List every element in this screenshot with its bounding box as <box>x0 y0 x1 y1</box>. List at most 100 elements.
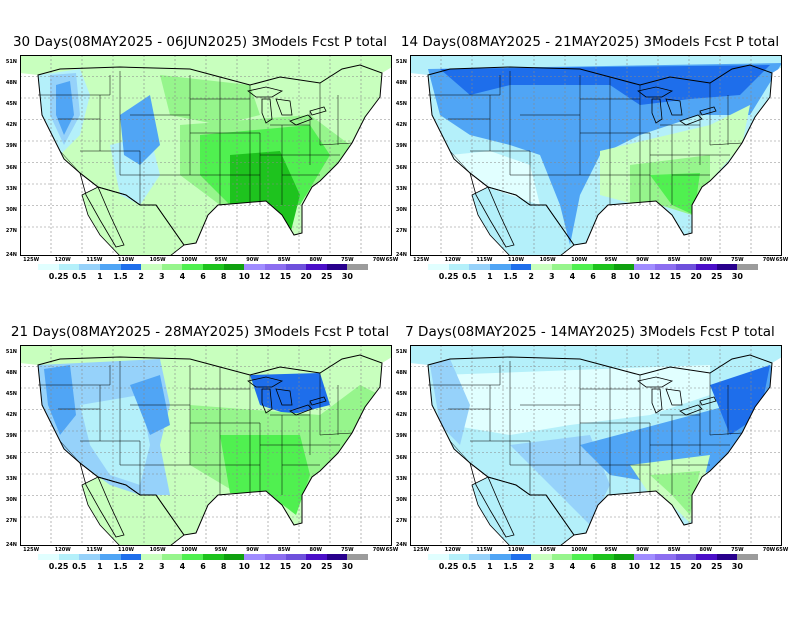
colorbar-label: 12 <box>649 272 661 281</box>
colorbar-label: 4 <box>569 562 576 571</box>
precip-map <box>20 345 392 546</box>
colorbar-label: 10 <box>628 562 640 571</box>
latitude-label: 39N <box>395 433 407 440</box>
colorbar-label: 25 <box>711 272 723 281</box>
colorbar-swatch <box>264 554 286 560</box>
precip-contour <box>44 365 76 435</box>
great-lake <box>289 114 313 126</box>
colorbar-label: 1 <box>487 272 493 281</box>
precip-map <box>20 55 392 256</box>
colorbar: 0.25 0.5 1 1.5 2 3 4 6 8 10 12 15 20 25 30 <box>428 264 758 284</box>
colorbar-swatch <box>182 264 203 270</box>
precip-contour <box>230 151 300 235</box>
colorbar-swatch <box>79 264 100 270</box>
colorbar-swatch <box>326 264 348 270</box>
colorbar-swatch <box>203 264 224 270</box>
panel-title: 7 Days(08MAY2025 - 14MAY2025) 3Models Fc… <box>405 324 775 340</box>
latitude-labels: 51N 48N 45N 42N 39N 36N 33N 30N 27N 24N <box>390 345 410 548</box>
map-panel: 30 Days(08MAY2025 - 06JUN2025) 3Models F… <box>0 0 400 300</box>
colorbar-swatch <box>223 554 245 560</box>
mexico-border <box>81 186 185 256</box>
colorbar-label: 8 <box>220 562 227 571</box>
great-lake <box>309 106 327 116</box>
colorbar-label: 25 <box>321 562 333 571</box>
great-lake <box>665 388 683 406</box>
colorbar-swatch <box>306 264 327 270</box>
baja-coast <box>79 461 125 538</box>
latitude-label: 33N <box>5 185 17 192</box>
latitude-label: 45N <box>395 391 407 398</box>
colorbar-swatch <box>285 264 307 270</box>
colorbar-label: 1.5 <box>113 272 128 281</box>
state-border <box>38 365 111 386</box>
great-lake <box>665 98 683 116</box>
longitude-label: 80W <box>699 547 712 553</box>
great-lake <box>651 98 663 124</box>
latitude-label: 27N <box>395 517 407 524</box>
precip-contour <box>56 81 74 135</box>
latitude-label: 51N <box>395 349 407 356</box>
colorbar-swatch <box>244 264 265 270</box>
colorbar-label: 12 <box>649 562 661 571</box>
latitude-label: 42N <box>395 122 407 129</box>
great-lake <box>289 404 313 416</box>
colorbar-label: 8 <box>610 562 617 571</box>
longitude-label: 70W <box>372 257 386 263</box>
colorbar-swatch <box>285 554 307 560</box>
colorbar-label: 1 <box>97 562 103 571</box>
state-border <box>449 150 471 174</box>
longitude-label: 75W <box>341 547 354 553</box>
colorbar-label: 15 <box>669 272 682 281</box>
latitude-label: 45N <box>395 101 407 108</box>
colorbar-swatch <box>489 264 511 270</box>
longitude-label: 90W <box>636 547 649 553</box>
colorbar-label: 1.5 <box>503 272 518 281</box>
colorbar-label: 6 <box>590 562 596 571</box>
colorbar-swatch <box>572 554 593 560</box>
colorbar-swatch <box>696 554 717 560</box>
great-lake <box>261 98 273 124</box>
colorbar-swatch <box>38 264 59 270</box>
state-border <box>428 75 501 96</box>
colorbar-label: 6 <box>590 272 596 281</box>
colorbar-swatch <box>469 264 490 270</box>
longitude-label: 110W <box>118 257 134 263</box>
colorbar-swatch <box>737 554 758 560</box>
longitude-label: 70W <box>762 257 776 263</box>
map-frame <box>20 345 392 546</box>
precip-contour <box>650 173 700 215</box>
colorbar-label: 20 <box>690 272 702 281</box>
latitude-label: 33N <box>395 185 407 192</box>
colorbar-label: 6 <box>200 272 206 281</box>
longitude-label: 125W <box>413 257 430 263</box>
latitude-label: 45N <box>5 391 17 398</box>
longitude-label: 100W <box>571 257 588 263</box>
map-panel: 21 Days(08MAY2025 - 28MAY2025) 3Models F… <box>0 290 400 590</box>
latitude-label: 48N <box>395 370 407 377</box>
colorbar-label: 10 <box>628 272 640 281</box>
colorbar-label: 15 <box>279 562 292 571</box>
longitude-label: 65W <box>775 257 789 263</box>
longitude-label: 90W <box>636 257 649 263</box>
latitude-label: 48N <box>5 80 17 87</box>
colorbar-label: 2 <box>528 272 534 281</box>
colorbar-label: 8 <box>610 272 617 281</box>
colorbar-label: 30 <box>341 272 353 281</box>
precip-map <box>410 55 782 256</box>
colorbar-label: 3 <box>548 272 555 281</box>
state-border <box>709 142 743 146</box>
colorbar-label: 0.25 <box>48 272 69 281</box>
state-border <box>319 432 353 436</box>
longitude-label: 115W <box>476 257 493 263</box>
colorbar-swatch <box>161 554 183 560</box>
longitude-label: 85W <box>667 547 681 553</box>
colorbar-swatch <box>634 264 655 270</box>
longitude-label: 90W <box>246 547 259 553</box>
great-lake <box>247 86 284 98</box>
longitude-label: 95W <box>214 257 228 263</box>
longitude-label: 125W <box>413 547 430 553</box>
mexico-border <box>81 476 185 546</box>
latitude-label: 27N <box>395 227 407 234</box>
colorbar-swatch <box>551 554 573 560</box>
colorbar-swatch <box>347 554 368 560</box>
